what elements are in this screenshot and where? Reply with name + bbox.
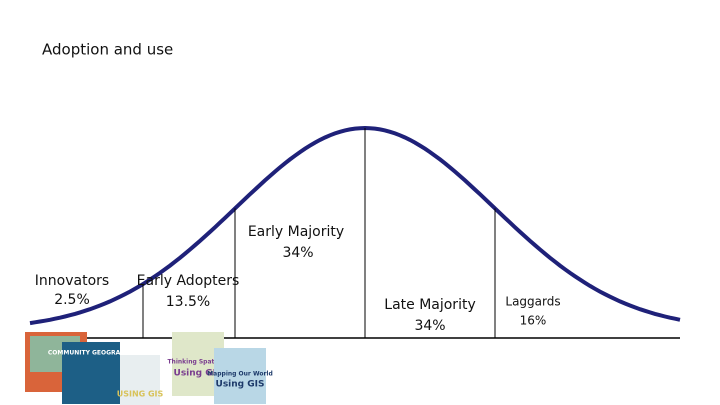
cover-title: Mapping Our World (207, 371, 273, 378)
segment-label: Early Adopters (137, 273, 240, 289)
segment-label: Late Majority (384, 297, 475, 313)
segment-share: 2.5% (54, 292, 90, 308)
segment-label: Innovators (35, 273, 109, 289)
cover-title: Using GIS (174, 369, 223, 379)
bell-curve (29, 125, 681, 326)
cover-title: USING GIS (117, 390, 164, 399)
segment-share: 34% (282, 245, 313, 261)
cover-title: COMMUNITY GEOGRAPHY (48, 350, 135, 357)
segment-share: 34% (414, 318, 445, 334)
segment-share: 16% (520, 314, 547, 328)
slide-title: Adoption and use (42, 41, 173, 59)
cover (214, 348, 266, 404)
cover (62, 342, 120, 404)
cover (120, 355, 160, 405)
book-covers: COMMUNITY GEOGRAPHY USING GIS Thinking S… (25, 332, 273, 405)
cover-title: Thinking Spatially (167, 359, 228, 366)
segment-label: Laggards (505, 295, 560, 309)
segment-label: Early Majority (248, 224, 344, 240)
cover-title: Using GIS (216, 380, 265, 390)
segment-share: 13.5% (166, 294, 210, 310)
